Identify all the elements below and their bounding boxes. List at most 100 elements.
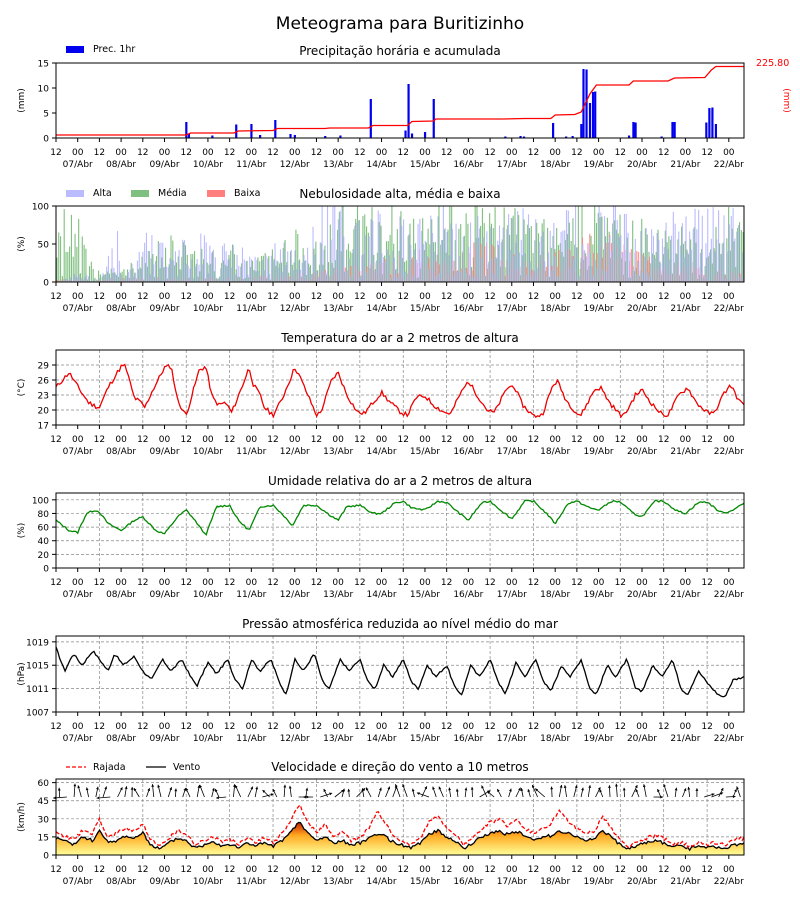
wind-arrow-head bbox=[270, 793, 274, 797]
pressure-ytick-label: 1007 bbox=[26, 709, 49, 719]
clouds-xtick-label: 12 bbox=[484, 292, 495, 302]
wind-arrow-head bbox=[147, 788, 151, 792]
wind-arrow-head bbox=[85, 787, 89, 791]
cloud-bar-media bbox=[114, 272, 116, 282]
cloud-bar-media bbox=[226, 266, 228, 282]
cloud-bar-media bbox=[329, 224, 331, 282]
temperature-xtick-label: 12 bbox=[615, 435, 626, 445]
humidity-date-label: 17/Abr bbox=[497, 590, 527, 600]
cloud-bar-alta bbox=[290, 249, 292, 282]
cloud-bar-alta bbox=[594, 259, 597, 282]
pressure-date-label: 19/Abr bbox=[584, 734, 614, 744]
cloud-bar-media bbox=[67, 252, 69, 282]
cloud-bar-alta bbox=[410, 244, 412, 282]
cloud-bar-alta bbox=[611, 251, 613, 282]
cloud-bar-alta bbox=[312, 226, 314, 282]
cloud-bar-alta bbox=[442, 206, 444, 282]
cloud-bar-alta bbox=[375, 260, 377, 282]
wind-xtick-label: 00 bbox=[246, 865, 258, 875]
wind-arrow-head bbox=[151, 784, 155, 787]
wind-arrow-head bbox=[518, 787, 521, 791]
cloud-bar-media bbox=[177, 256, 179, 282]
pressure-xtick-label: 12 bbox=[180, 722, 191, 732]
cloud-bar-alta bbox=[135, 272, 137, 282]
cloud-bar-alta bbox=[712, 207, 714, 282]
cloud-bar-alta bbox=[441, 239, 443, 282]
cloud-bar-media bbox=[186, 254, 188, 282]
wind-arrow-head bbox=[169, 787, 173, 791]
cloud-bar-alta bbox=[428, 269, 430, 282]
clouds-xtick-label: 12 bbox=[354, 292, 365, 302]
wind-arrow-head bbox=[361, 788, 365, 792]
cloud-bar-alta bbox=[660, 263, 662, 282]
precip-xtick-label: 00 bbox=[115, 148, 127, 158]
humidity-xtick-label: 00 bbox=[376, 578, 388, 588]
cloud-bar-alta bbox=[182, 239, 184, 282]
clouds-ytick-label: 50 bbox=[38, 241, 50, 251]
pressure-line bbox=[55, 646, 745, 698]
cloud-bar-alta bbox=[508, 214, 510, 282]
precip-bar bbox=[324, 136, 327, 138]
cloud-bar-alta bbox=[495, 256, 497, 282]
cloud-bar-alta bbox=[504, 277, 506, 282]
cloud-bar-media bbox=[101, 276, 103, 282]
precip-bar bbox=[565, 136, 568, 138]
wind-date-label: 17/Abr bbox=[497, 877, 527, 887]
cloud-bar-baixa bbox=[493, 246, 495, 282]
cloud-bar-media bbox=[275, 265, 277, 282]
humidity-xtick-label: 00 bbox=[419, 578, 431, 588]
precip-bar bbox=[671, 122, 674, 138]
wind-arrow-head bbox=[104, 786, 108, 790]
cloud-bar-media bbox=[56, 257, 58, 282]
cloud-bar-media bbox=[695, 242, 697, 282]
clouds-xtick-label: 00 bbox=[680, 292, 692, 302]
cloud-bar-alta bbox=[640, 231, 642, 282]
cloud-bar-alta bbox=[515, 242, 517, 282]
wind-arrow-head bbox=[615, 783, 618, 787]
humidity-xtick-label: 12 bbox=[701, 578, 712, 588]
cloud-bar-alta bbox=[638, 262, 640, 282]
cloud-bar-alta bbox=[229, 258, 231, 282]
cloud-bar-alta bbox=[374, 270, 376, 282]
temperature-date-label: 08/Abr bbox=[106, 447, 136, 457]
cloud-bar-alta bbox=[176, 275, 178, 282]
humidity-date-label: 20/Abr bbox=[627, 590, 657, 600]
wind-date-label: 16/Abr bbox=[453, 877, 483, 887]
wind-date-label: 09/Abr bbox=[149, 877, 179, 887]
pressure-xtick-label: 12 bbox=[441, 722, 452, 732]
cloud-bar-alta bbox=[435, 276, 437, 282]
cloud-bar-alta bbox=[187, 265, 189, 282]
cloud-bar-alta bbox=[556, 276, 559, 282]
temperature-xtick-label: 12 bbox=[701, 435, 712, 445]
cloud-bar-alta bbox=[430, 215, 432, 282]
cloud-bar-media bbox=[626, 237, 628, 282]
cloud-bar-alta bbox=[325, 272, 327, 282]
cloud-bar-alta bbox=[392, 250, 394, 282]
cloud-bar-media bbox=[317, 270, 319, 282]
cloud-bar-alta bbox=[698, 209, 700, 282]
cloud-bar-media bbox=[737, 227, 739, 282]
cloud-bar-alta bbox=[464, 267, 466, 282]
humidity-xtick-label: 12 bbox=[528, 578, 539, 588]
pressure-date-label: 07/Abr bbox=[63, 734, 93, 744]
cloud-bar-alta bbox=[69, 277, 71, 282]
cloud-bar-alta bbox=[133, 276, 135, 282]
cloud-bar-alta bbox=[446, 232, 448, 282]
cloud-bar-alta bbox=[500, 242, 502, 282]
wind-arrow-head bbox=[185, 787, 189, 791]
precip-date-label: 15/Abr bbox=[410, 160, 440, 170]
cloud-bar-alta bbox=[393, 257, 396, 282]
cloud-bar-media bbox=[409, 223, 411, 282]
cloud-bar-alta bbox=[703, 277, 705, 282]
wind-arrow-head bbox=[599, 789, 603, 793]
humidity-xtick-label: 00 bbox=[289, 578, 301, 588]
cloud-bar-media bbox=[338, 211, 340, 282]
wind-arrow-head bbox=[720, 787, 724, 791]
precip-xtick-label: 12 bbox=[94, 148, 105, 158]
cloud-bar-media bbox=[190, 253, 192, 282]
cloud-bar-media bbox=[442, 240, 444, 282]
humidity-ytick-label: 100 bbox=[32, 496, 49, 506]
wind-ytick-label: 60 bbox=[38, 779, 50, 789]
pressure-title: Pressão atmosférica reduzida ao nível mé… bbox=[242, 617, 558, 631]
cloud-bar-baixa bbox=[56, 280, 58, 282]
